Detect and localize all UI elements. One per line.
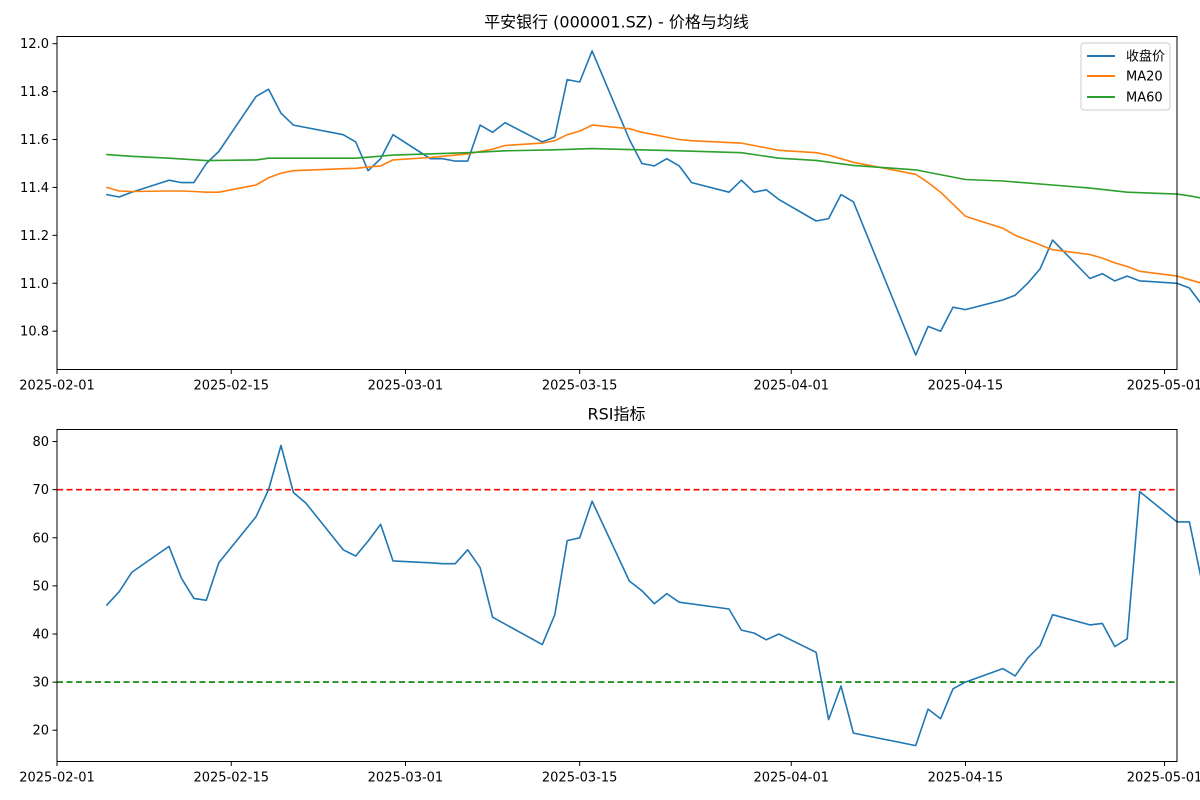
price-chart-title: 平安银行 (000001.SZ) - 价格与均线	[484, 13, 749, 32]
y-tick-label: 12.0	[20, 37, 49, 52]
x-tick-label: 2025-03-01	[368, 379, 444, 394]
y-tick-label: 11.2	[20, 229, 49, 244]
rsi-chart-panel: RSI指标 2025-02-01 2025-02-15 2025-03-01 2025…	[19, 405, 1200, 786]
y-tick-label: 60	[32, 531, 49, 546]
rsi-chart-title: RSI指标	[588, 405, 646, 424]
price-chart-axes-frame	[56, 36, 1178, 370]
x-tick-label: 2025-02-01	[19, 771, 95, 786]
y-tick-label: 50	[32, 579, 49, 594]
y-tick-label: 11.4	[20, 181, 49, 196]
price-chart-ticks: 2025-02-01 2025-02-15 2025-03-01 2025-03-15…	[19, 37, 1200, 393]
y-tick-label: 11.8	[20, 85, 49, 100]
y-tick-label: 70	[32, 483, 49, 498]
price-chart-marks	[106, 50, 1200, 356]
x-tick-label: 2025-02-01	[19, 379, 95, 394]
legend-label-ma60: MA60	[1126, 91, 1163, 106]
x-tick-label: 2025-05-01	[1127, 379, 1200, 394]
y-tick-label: 10.8	[20, 325, 49, 340]
x-tick-label: 2025-04-15	[928, 771, 1004, 786]
x-tick-label: 2025-04-01	[753, 771, 829, 786]
x-tick-label: 2025-03-15	[542, 379, 618, 394]
price-series-line-1	[106, 124, 1200, 284]
x-tick-label: 2025-04-01	[753, 379, 829, 394]
y-tick-label: 11.6	[20, 133, 49, 148]
y-tick-label: 11.0	[20, 277, 49, 292]
legend-label-ma20: MA20	[1126, 70, 1163, 85]
y-tick-label: 20	[32, 724, 49, 739]
y-tick-label: 80	[32, 435, 49, 450]
price-series-line-0	[106, 50, 1200, 356]
price-series-line-2	[106, 147, 1200, 199]
legend-box	[1080, 42, 1171, 111]
x-tick-label: 2025-03-01	[368, 771, 444, 786]
price-chart-panel: 平安银行 (000001.SZ) - 价格与均线 2025-02-01 2025-…	[19, 13, 1200, 394]
x-tick-label: 2025-04-15	[928, 379, 1004, 394]
legend-label-close: 收盘价	[1126, 49, 1165, 65]
x-tick-label: 2025-03-15	[542, 771, 618, 786]
y-tick-label: 30	[32, 676, 49, 691]
rsi-chart-ticks: 2025-02-01 2025-02-15 2025-03-01 2025-03-15…	[19, 435, 1200, 785]
y-tick-label: 40	[32, 627, 49, 642]
price-chart-legend: 收盘价 MA20 MA60	[1080, 42, 1171, 111]
rsi-series-line-0	[106, 444, 1200, 747]
x-tick-label: 2025-02-15	[193, 379, 269, 394]
x-tick-label: 2025-05-01	[1127, 771, 1200, 786]
rsi-chart-marks	[57, 444, 1200, 747]
rsi-chart-axes-frame	[56, 429, 1178, 762]
x-tick-label: 2025-02-15	[193, 771, 269, 786]
